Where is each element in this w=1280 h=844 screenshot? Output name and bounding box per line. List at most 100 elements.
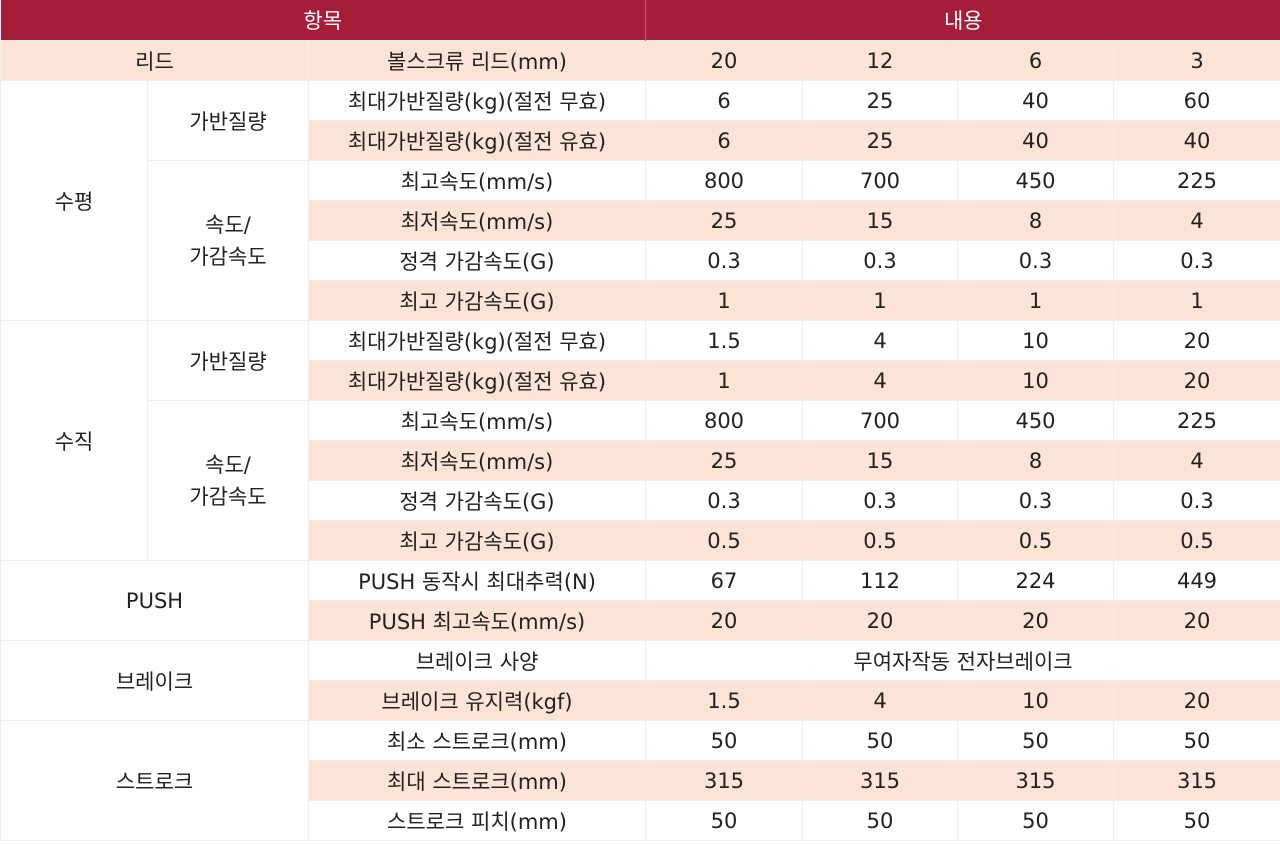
stroke-label: 스트로크 — [0, 720, 309, 841]
horizontal-payload-label: 가반질량 — [147, 80, 309, 161]
value-cell: 10 — [957, 360, 1114, 401]
value-cell: 50 — [802, 720, 958, 761]
value-cell: 1 — [645, 360, 803, 401]
value-cell: 225 — [1112, 400, 1280, 441]
row-name: 최저속도(mm/s) — [308, 440, 646, 481]
row-name: 최대가반질량(kg)(절전 무효) — [308, 320, 646, 361]
row-name: 최저속도(mm/s) — [308, 200, 646, 241]
value-cell: 20 — [957, 600, 1114, 641]
vertical-label: 수직 — [0, 320, 148, 561]
value-cell: 15 — [802, 200, 958, 241]
value-cell: 40 — [957, 120, 1114, 161]
vertical-payload-label: 가반질량 — [147, 320, 309, 401]
value-cell: 0.3 — [957, 240, 1114, 281]
value-cell: 50 — [1112, 720, 1280, 761]
speed-label-line1: 속도/ — [205, 212, 251, 237]
row-name: 최고 가감속도(G) — [308, 280, 646, 321]
value-cell: 50 — [1112, 800, 1280, 841]
speed-label-line2: 가감속도 — [189, 244, 267, 269]
value-cell: 0.3 — [645, 240, 803, 281]
row-name: 최고속도(mm/s) — [308, 400, 646, 441]
value-cell: 1.5 — [645, 680, 803, 721]
table-row: 최대 스트로크(mm) 315 315 315 315 — [1, 760, 1280, 801]
value-cell: 15 — [802, 440, 958, 481]
value-cell: 1 — [957, 280, 1114, 321]
row-name: 브레이크 사양 — [308, 640, 646, 681]
value-cell: 700 — [802, 400, 958, 441]
brake-spec-value: 무여자작동 전자브레이크 — [644, 640, 1280, 681]
value-cell: 20 — [1112, 680, 1280, 721]
row-name: 최소 스트로크(mm) — [308, 720, 646, 761]
table-row: 최대가반질량(kg)(절전 유효) 6 25 40 40 — [1, 120, 1280, 161]
value-cell: 10 — [957, 680, 1114, 721]
value-cell: 315 — [957, 760, 1114, 801]
push-label: PUSH — [0, 560, 309, 641]
table-row: 속도/가감속도 최고속도(mm/s) 800 700 450 225 — [1, 400, 1280, 561]
value-cell: 25 — [802, 120, 958, 161]
value-cell: 800 — [645, 400, 803, 441]
header-row: 항목 내용 — [0, 0, 1280, 41]
value-cell: 40 — [957, 80, 1114, 121]
value-cell: 8 — [957, 200, 1114, 241]
value-cell: 4 — [802, 320, 958, 361]
value-cell: 0.3 — [802, 480, 958, 521]
value-cell: 40 — [1112, 120, 1280, 161]
value-cell: 449 — [1112, 560, 1280, 601]
value-cell: 20 — [1112, 360, 1280, 401]
lead-sub: 볼스크류 리드(mm) — [308, 40, 646, 81]
value-cell: 0.5 — [645, 520, 803, 561]
value-cell: 6 — [645, 80, 803, 121]
table-row: 스트로크 최소 스트로크(mm) 50 50 50 50 — [0, 720, 1280, 841]
value-cell: 0.3 — [957, 480, 1114, 521]
row-name: 최고 가감속도(G) — [308, 520, 646, 561]
value-cell: 1 — [1112, 280, 1280, 321]
value-cell: 0.3 — [1112, 480, 1280, 521]
table-row: 정격 가감속도(G) 0.3 0.3 0.3 0.3 — [1, 240, 1280, 281]
brake-label: 브레이크 — [0, 640, 309, 721]
value-cell: 112 — [802, 560, 958, 601]
value-cell: 50 — [957, 720, 1114, 761]
table-row: 브레이크 브레이크 사양 무여자작동 전자브레이크 — [0, 640, 1280, 721]
value-cell: 20 — [802, 600, 958, 641]
table-row: 속도/가감속도 최고속도(mm/s) 800 700 450 225 — [1, 160, 1280, 321]
table-row: 최저속도(mm/s) 25 15 8 4 — [1, 440, 1280, 481]
value-cell: 10 — [957, 320, 1114, 361]
vertical-speed-label: 속도/가감속도 — [147, 400, 309, 561]
value-cell: 8 — [957, 440, 1114, 481]
row-name: PUSH 최고속도(mm/s) — [308, 600, 646, 641]
row-name: 스트로크 피치(mm) — [308, 800, 646, 841]
value-cell: 315 — [645, 760, 803, 801]
value-cell: 0.3 — [802, 240, 958, 281]
header-content: 내용 — [645, 0, 1280, 41]
value-cell: 4 — [802, 680, 958, 721]
value-cell: 20 — [1112, 320, 1280, 361]
horizontal-speed-label: 속도/가감속도 — [147, 160, 309, 321]
row-name: 정격 가감속도(G) — [308, 240, 646, 281]
value-cell: 0.5 — [1112, 520, 1280, 561]
value-cell: 20 — [645, 40, 803, 81]
table-row: 최저속도(mm/s) 25 15 8 4 — [1, 200, 1280, 241]
value-cell: 3 — [1112, 40, 1280, 81]
value-cell: 315 — [1112, 760, 1280, 801]
value-cell: 450 — [957, 400, 1114, 441]
table-row: 스트로크 피치(mm) 50 50 50 50 — [1, 800, 1280, 841]
value-cell: 450 — [957, 160, 1114, 201]
value-cell: 25 — [802, 80, 958, 121]
table-row: 최고 가감속도(G) 1 1 1 1 — [1, 280, 1280, 321]
value-cell: 25 — [645, 200, 803, 241]
value-cell: 50 — [645, 800, 803, 841]
row-name: 최대가반질량(kg)(절전 유효) — [308, 120, 646, 161]
header-item: 항목 — [0, 0, 646, 41]
table-row: 최대가반질량(kg)(절전 유효) 1 4 10 20 — [1, 360, 1280, 401]
value-cell: 25 — [645, 440, 803, 481]
value-cell: 1 — [645, 280, 803, 321]
table-row: 브레이크 유지력(kgf) 1.5 4 10 20 — [1, 680, 1280, 721]
row-name: 브레이크 유지력(kgf) — [308, 680, 646, 721]
value-cell: 50 — [645, 720, 803, 761]
lead-row: 리드 볼스크류 리드(mm) 20 12 6 3 — [0, 40, 1280, 81]
table-row: PUSH PUSH 동작시 최대추력(N) 67 112 224 449 — [0, 560, 1280, 641]
value-cell: 12 — [802, 40, 958, 81]
horizontal-label: 수평 — [0, 80, 148, 321]
value-cell: 0.3 — [645, 480, 803, 521]
